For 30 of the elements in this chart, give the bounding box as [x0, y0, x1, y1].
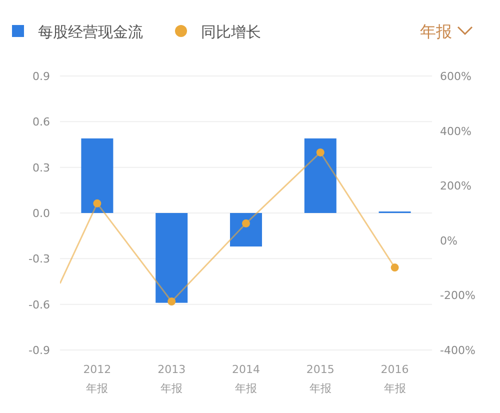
x-tick-label: 2016 年报 [380, 363, 409, 395]
y-tick-label: 0.0 [32, 207, 50, 220]
point [168, 298, 176, 306]
bar [304, 138, 336, 213]
bar [156, 213, 188, 303]
y2-tick-label: 400% [440, 124, 472, 138]
legend-label: 同比增长 [201, 23, 261, 41]
y-tick-label: -0.6 [28, 298, 50, 312]
y-tick-label: -0.9 [28, 344, 50, 357]
y2-tick-label: -200% [440, 289, 476, 302]
text: 年报 [420, 22, 452, 41]
y2-tick-label: -400% [440, 344, 476, 357]
y-tick-label: 0.3 [32, 161, 50, 174]
y2-tick-label: 0% [440, 234, 458, 248]
y-tick-label: -0.3 [28, 252, 50, 266]
legend-label: 每股经营现金流 [38, 23, 143, 41]
point [390, 264, 399, 272]
point [93, 199, 102, 208]
x-tick-label: 2013 年报 [158, 363, 186, 395]
x-tick-label: 2014 年报 [232, 363, 260, 395]
x-tick-label: 2015 年报 [306, 363, 334, 395]
bar [230, 213, 262, 246]
y-tick-label: 0.9 [32, 70, 50, 83]
x-tick-label: 2012 年报 [83, 363, 112, 395]
y2-tick-label: 200% [440, 180, 472, 193]
bar [81, 138, 114, 213]
point [242, 219, 250, 228]
y-tick-label: 0.6 [32, 116, 50, 129]
point [316, 148, 324, 156]
y2-tick-label: 600% [440, 70, 472, 83]
